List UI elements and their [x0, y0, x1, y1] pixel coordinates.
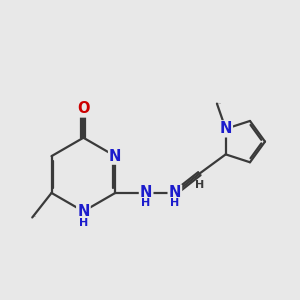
Text: N: N: [220, 121, 232, 136]
Text: methyl: methyl: [217, 102, 222, 104]
Text: methyl: methyl: [32, 216, 37, 217]
Text: H: H: [170, 199, 179, 208]
Text: N: N: [77, 204, 90, 219]
Text: H: H: [142, 199, 151, 208]
Text: H: H: [195, 180, 204, 190]
Text: O: O: [77, 101, 90, 116]
Text: N: N: [140, 185, 152, 200]
Text: H: H: [79, 218, 88, 228]
Text: N: N: [169, 185, 181, 200]
Text: N: N: [109, 148, 122, 164]
